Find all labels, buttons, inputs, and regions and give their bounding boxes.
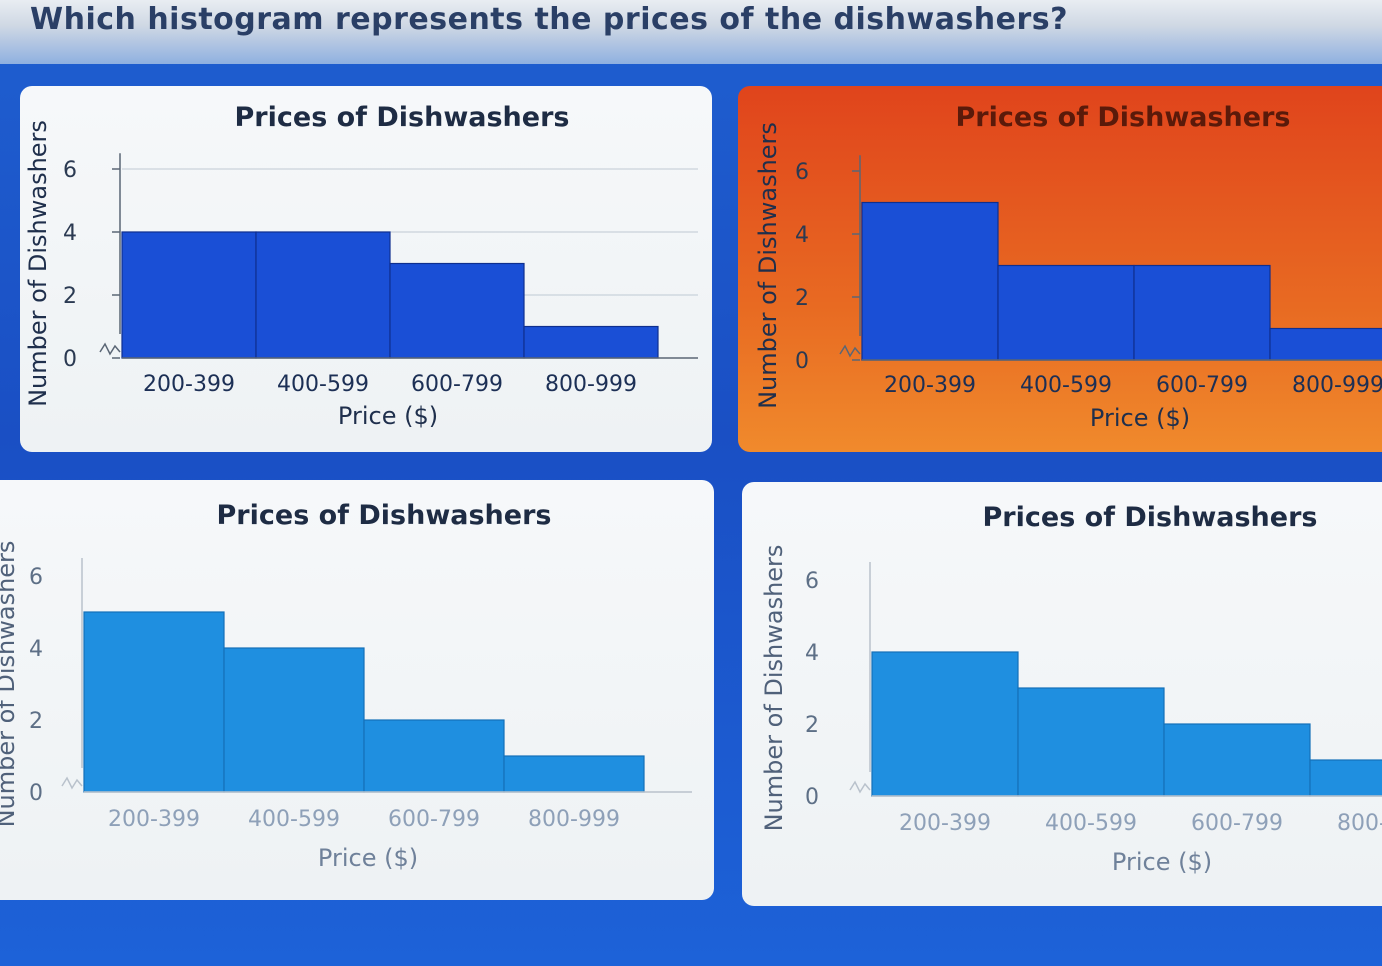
x-category-label: 400-599 (1020, 373, 1112, 398)
x-category-label: 200-399 (899, 811, 991, 836)
bar-800-999 (503, 755, 645, 793)
chart-title: Prices of Dishwashers (956, 102, 1291, 133)
bar-200-399 (861, 201, 999, 361)
x-category-label: 400-599 (248, 807, 340, 832)
x-category-label: 200-399 (884, 373, 976, 398)
x-category-label: 600-799 (1191, 811, 1283, 836)
y-tick-label: 2 (805, 713, 819, 738)
axis-break-icon (849, 780, 871, 794)
y-tick-label: 0 (805, 785, 819, 810)
answer-option-d[interactable]: 0 2 4 6 200-399 400-599 600-799 800-999 Prices o… (742, 482, 1382, 906)
y-tick-label: 0 (63, 347, 77, 372)
y-tick-label: 6 (805, 569, 819, 594)
x-category-label: 200-399 (143, 372, 235, 397)
histogram-c: 0 2 4 6 200-399 400-599 600-799 800-999 Prices o… (0, 500, 692, 872)
histogram-a: 0 2 4 6 200-399 400-599 600-799 800-999 Prices o… (24, 102, 698, 430)
y-tick-label: 2 (63, 284, 77, 309)
axis-break-icon (839, 344, 861, 358)
bar-400-599 (223, 647, 365, 793)
axis-break-icon (99, 342, 121, 356)
bar-800-999 (1309, 759, 1382, 797)
x-category-label: 600-799 (411, 372, 503, 397)
y-tick-label: 6 (795, 160, 809, 185)
histogram-b: 0 2 4 6 200-399 400-599 600-799 800-999 Prices o… (754, 102, 1382, 432)
question-bar: Which histogram represents the prices of… (0, 0, 1382, 64)
y-tick-label: 4 (795, 223, 809, 248)
bar-200-399 (83, 611, 225, 793)
x-axis-label: Price ($) (338, 402, 438, 430)
bar-200-399 (121, 231, 257, 359)
y-axis-label: Number of Dishwashers (754, 122, 782, 409)
bar-400-599 (255, 231, 391, 359)
y-tick-label: 6 (29, 565, 43, 590)
y-axis-label: Number of Dishwashers (24, 120, 52, 407)
y-tick-label: 4 (63, 221, 77, 246)
histogram-d: 0 2 4 6 200-399 400-599 600-799 800-999 Prices o… (760, 502, 1382, 876)
bar-600-799 (1133, 264, 1271, 361)
y-axis-label: Number of Dishwashers (760, 545, 788, 832)
y-tick-label: 2 (795, 286, 809, 311)
answer-option-c[interactable]: 0 2 4 6 200-399 400-599 600-799 800-999 Prices o… (0, 480, 714, 900)
bar-800-999 (523, 325, 659, 359)
x-category-label: 600-799 (1156, 373, 1248, 398)
y-tick-label: 0 (29, 781, 43, 806)
x-category-label: 400-599 (1045, 811, 1137, 836)
bar-600-799 (389, 262, 525, 359)
y-tick-label: 2 (29, 709, 43, 734)
x-category-label: 800-999 (1337, 811, 1382, 836)
x-category-label: 800-999 (1292, 373, 1382, 398)
chart-title: Prices of Dishwashers (983, 502, 1318, 533)
x-axis-label: Price ($) (1112, 848, 1212, 876)
y-tick-label: 0 (795, 349, 809, 374)
bar-600-799 (1163, 723, 1311, 797)
y-tick-label: 4 (805, 641, 819, 666)
chart-title: Prices of Dishwashers (217, 500, 552, 531)
x-category-label: 200-399 (108, 807, 200, 832)
answer-option-b[interactable]: 0 2 4 6 200-399 400-599 600-799 800-999 Prices o… (738, 86, 1382, 452)
y-tick-label: 4 (29, 637, 43, 662)
answer-option-a[interactable]: 0 2 4 6 200-399 400-599 600-799 800-999 Prices o… (20, 86, 712, 452)
x-category-label: 800-999 (545, 372, 637, 397)
bar-200-399 (871, 651, 1019, 797)
y-tick-label: 6 (63, 158, 77, 183)
axis-break-icon (61, 776, 83, 790)
bar-600-799 (363, 719, 505, 793)
x-axis-label: Price ($) (318, 844, 418, 872)
y-axis-label: Number of Dishwashers (0, 541, 20, 828)
bar-800-999 (1269, 327, 1382, 361)
x-category-label: 800-999 (528, 807, 620, 832)
x-category-label: 400-599 (277, 372, 369, 397)
chart-title: Prices of Dishwashers (235, 102, 570, 133)
x-axis-label: Price ($) (1090, 404, 1190, 432)
question-text: Which histogram represents the prices of… (30, 2, 1069, 37)
x-category-label: 600-799 (388, 807, 480, 832)
bar-400-599 (1017, 687, 1165, 797)
bar-400-599 (997, 264, 1135, 361)
